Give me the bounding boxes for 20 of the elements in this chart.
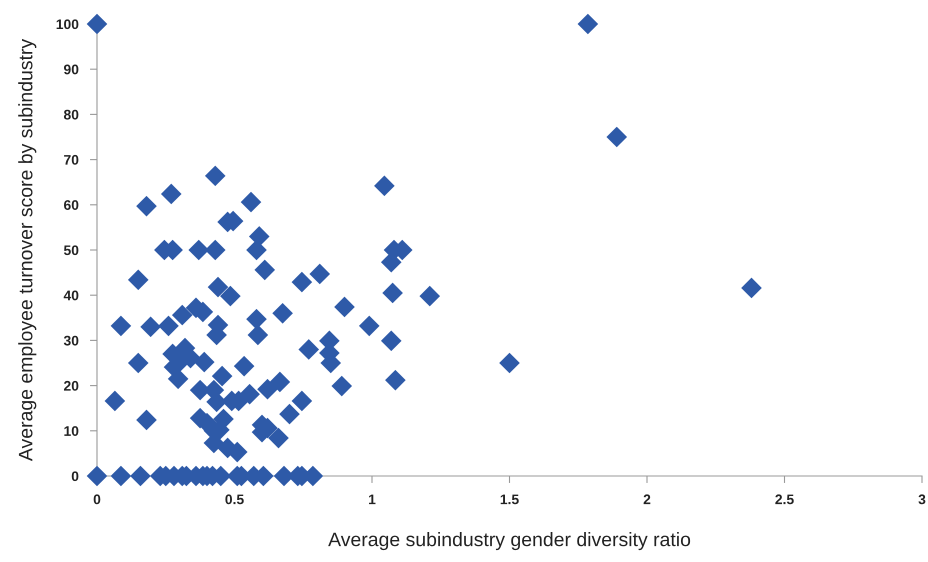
x-tick-label: 0 <box>94 494 100 504</box>
x-tick-label: 1 <box>369 494 376 504</box>
x-axis-title: Average subindustry gender diversity ratio <box>328 532 690 550</box>
y-tick-label: 30 <box>64 336 78 346</box>
y-tick-label: 50 <box>64 245 78 256</box>
x-tick-label: 2 <box>644 494 650 504</box>
y-tick-label: 10 <box>64 426 78 436</box>
y-tick-label: 80 <box>64 110 78 120</box>
x-tick-label: 3 <box>918 494 926 504</box>
y-tick-label: 20 <box>64 380 78 391</box>
y-axis-title: Average employee turnover score by subindustry <box>18 38 36 462</box>
x-tick-label: 2.5 <box>775 494 794 504</box>
y-tick-label: 60 <box>64 200 78 210</box>
y-tick-label: 70 <box>64 154 78 165</box>
y-tick-label: 40 <box>64 290 78 300</box>
y-tick-label: 90 <box>64 64 78 74</box>
x-tick-label: 1.5 <box>500 494 519 504</box>
x-tick-label: 0.5 <box>225 494 244 504</box>
y-tick-label: 100 <box>56 19 78 30</box>
y-tick-label: 0 <box>72 471 78 482</box>
